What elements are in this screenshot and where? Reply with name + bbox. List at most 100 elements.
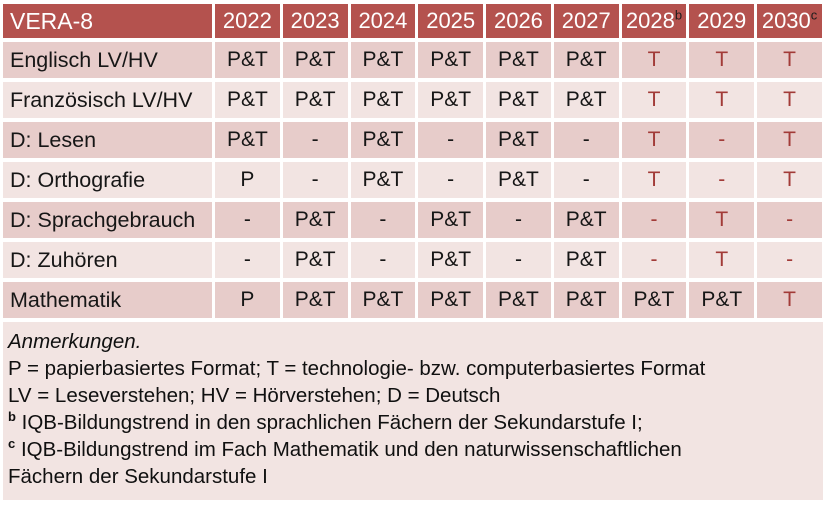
cell-2028: -	[621, 202, 687, 238]
cell-2030: T	[757, 282, 822, 318]
cell-2024: P&T	[350, 82, 416, 118]
cell-2025: P&T	[418, 202, 484, 238]
note-line: LV = Leseverstehen; HV = Hörverstehen; D…	[8, 384, 501, 407]
cell-2026: P&T	[486, 82, 551, 118]
year-column-header-2026: 2026	[486, 4, 551, 38]
cell-2025: P&T	[418, 282, 484, 318]
row-label: Französisch LV/HV	[3, 82, 212, 118]
cell-2025: P&T	[418, 242, 484, 278]
cell-2030: -	[757, 242, 822, 278]
cell-2023: P&T	[282, 242, 348, 278]
year-column-header-2022: 2022	[215, 4, 280, 38]
cell-2025: P&T	[418, 82, 484, 118]
cell-2027: P&T	[553, 42, 619, 78]
row-label: Englisch LV/HV	[3, 42, 212, 78]
note-line: b IQB-Bildungstrend in den sprachlichen …	[8, 409, 643, 434]
year-column-header-2029: 2029	[689, 4, 755, 38]
cell-2027: P&T	[553, 242, 619, 278]
table-row: Französisch LV/HV P&T P&T P&T P&T P&T P&T T T T	[3, 82, 822, 118]
row-label: D: Orthografie	[3, 162, 212, 198]
cell-2030: T	[757, 42, 822, 78]
table-row: D: Lesen P&T - P&T - P&T - T - T	[3, 122, 822, 158]
table-header: VERA-8 2022 2023 2024 2025 2026 2027 2028b 2029…	[3, 4, 822, 38]
cell-2027: P&T	[553, 282, 619, 318]
table-row: Englisch LV/HV P&T P&T P&T P&T P&T P&T T T T	[3, 42, 822, 78]
cell-2022: -	[215, 242, 280, 278]
year-column-header-2030: 2030c	[757, 4, 822, 38]
table-body: Englisch LV/HV P&T P&T P&T P&T P&T P&T T T T Franz…	[3, 42, 822, 318]
cell-2029: T	[689, 82, 755, 118]
note-line: P = papierbasiertes Format; T = technolo…	[8, 357, 706, 380]
cell-2028: T	[621, 122, 687, 158]
footnote-marker-b: b	[8, 409, 16, 425]
row-label: Mathematik	[3, 282, 212, 318]
cell-2028: T	[621, 42, 687, 78]
cell-2029: T	[689, 202, 755, 238]
cell-2029: P&T	[689, 282, 755, 318]
row-label: D: Zuhören	[3, 242, 212, 278]
cell-2025: P&T	[418, 42, 484, 78]
note-line: Fächern der Sekundarstufe I	[8, 465, 268, 488]
cell-2026: -	[486, 202, 551, 238]
cell-2022: -	[215, 202, 280, 238]
cell-2028: T	[621, 162, 687, 198]
table-row: D: Orthografie P - P&T - P&T - T - T	[3, 162, 822, 198]
cell-2029: -	[689, 162, 755, 198]
cell-2023: P&T	[282, 42, 348, 78]
year-column-header-2023: 2023	[282, 4, 348, 38]
table-row: Mathematik P P&T P&T P&T P&T P&T P&T P&T T	[3, 282, 822, 318]
footnote-marker-c: c	[810, 7, 818, 23]
note-line: Anmerkungen.	[8, 330, 142, 353]
year-column-header-2027: 2027	[553, 4, 619, 38]
cell-2030: T	[757, 82, 822, 118]
footnote-marker-b: b	[674, 7, 683, 23]
cell-2026: P&T	[486, 282, 551, 318]
cell-2030: T	[757, 122, 822, 158]
table-row: D: Sprachgebrauch - P&T - P&T - P&T - T -	[3, 202, 822, 238]
cell-2023: P&T	[282, 202, 348, 238]
row-label: D: Lesen	[3, 122, 212, 158]
cell-2024: P&T	[350, 162, 416, 198]
cell-2030: T	[757, 162, 822, 198]
table-row: D: Zuhören - P&T - P&T - P&T - T -	[3, 242, 822, 278]
cell-2024: P&T	[350, 122, 416, 158]
cell-2029: T	[689, 242, 755, 278]
cell-2029: -	[689, 122, 755, 158]
cell-2026: P&T	[486, 122, 551, 158]
table-notes: Anmerkungen. P = papierbasiertes Format; …	[3, 322, 823, 500]
cell-2025: -	[418, 162, 484, 198]
cell-2026: P&T	[486, 162, 551, 198]
cell-2023: -	[282, 162, 348, 198]
year-column-header-2028: 2028b	[621, 4, 687, 38]
cell-2029: T	[689, 42, 755, 78]
cell-2027: P&T	[553, 202, 619, 238]
cell-2024: P&T	[350, 42, 416, 78]
cell-2022: P&T	[215, 82, 280, 118]
table-title: VERA-8	[3, 4, 212, 38]
cell-2030: -	[757, 202, 822, 238]
cell-2022: P	[215, 162, 280, 198]
cell-2028: T	[621, 82, 687, 118]
cell-2024: P&T	[350, 282, 416, 318]
cell-2022: P	[215, 282, 280, 318]
cell-2022: P&T	[215, 122, 280, 158]
footnote-marker-c: c	[8, 436, 16, 452]
cell-2027: -	[553, 162, 619, 198]
cell-2028: P&T	[621, 282, 687, 318]
note-line: c IQB-Bildungstrend im Fach Mathematik u…	[8, 436, 682, 461]
cell-2023: -	[282, 122, 348, 158]
year-column-header-2025: 2025	[418, 4, 484, 38]
cell-2027: P&T	[553, 82, 619, 118]
row-label: D: Sprachgebrauch	[3, 202, 212, 238]
cell-2024: -	[350, 242, 416, 278]
cell-2027: -	[553, 122, 619, 158]
cell-2023: P&T	[282, 82, 348, 118]
cell-2028: -	[621, 242, 687, 278]
header-row: VERA-8 2022 2023 2024 2025 2026 2027 2028b 2029…	[3, 4, 822, 38]
cell-2025: -	[418, 122, 484, 158]
cell-2026: -	[486, 242, 551, 278]
cell-2026: P&T	[486, 42, 551, 78]
cell-2024: -	[350, 202, 416, 238]
vera8-schedule-table: VERA-8 2022 2023 2024 2025 2026 2027 2028b 2029…	[3, 4, 822, 318]
